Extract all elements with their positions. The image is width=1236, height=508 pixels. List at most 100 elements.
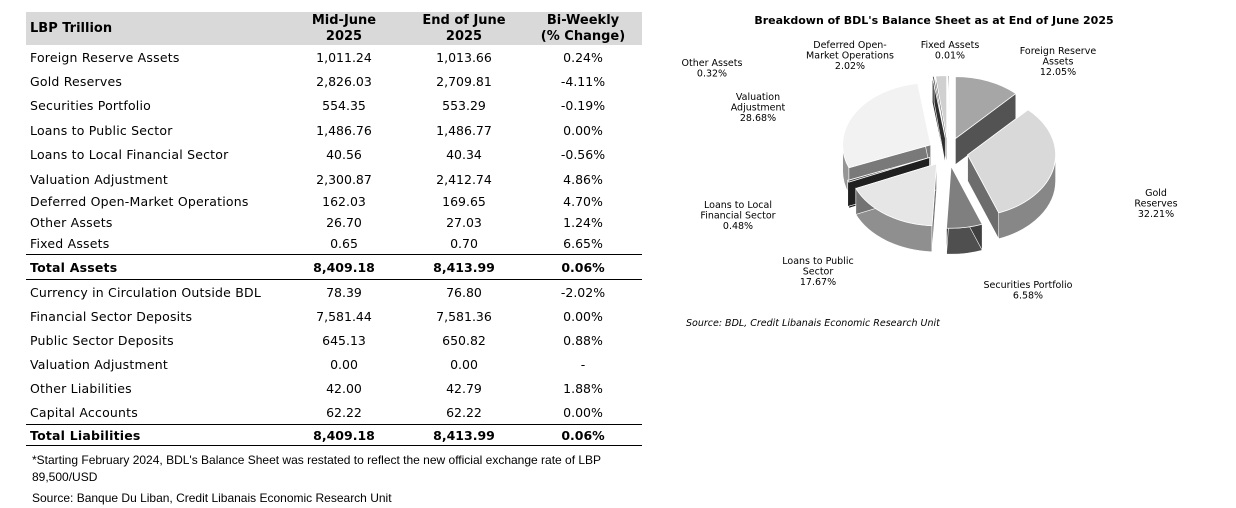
row-end: 0.70 xyxy=(450,236,478,252)
row-end: 76.80 xyxy=(446,284,482,300)
row-mid: 7,581.44 xyxy=(316,308,372,324)
balance-sheet-table-container: LBP Trillion Mid-June 2025 End of June 202… xyxy=(26,12,642,447)
row-end: 7,581.36 xyxy=(436,308,492,324)
header-mid-june: Mid-June 2025 xyxy=(284,12,404,45)
pie-slice-1 xyxy=(967,109,1056,240)
row-label: Other Liabilities xyxy=(30,380,132,396)
pie-slice-3 xyxy=(855,163,938,253)
row-change: 0.06% xyxy=(524,424,642,447)
pie-slice-top xyxy=(931,75,946,138)
pie-slice-name-label: Other Assets xyxy=(682,58,743,69)
row-end: 1,013.66 xyxy=(436,49,492,65)
row-label: Financial Sector Deposits xyxy=(30,308,193,324)
row-change: 0.00% xyxy=(563,404,603,420)
pie-slice-name-label: Fixed Assets xyxy=(921,40,980,51)
row-change: 0.06% xyxy=(524,254,642,281)
header-biweekly-change: Bi-Weekly (% Change) xyxy=(524,12,642,45)
row-mid: 2,300.87 xyxy=(316,171,372,187)
row-label: Total Assets xyxy=(26,254,284,281)
table-row: Gold Reserves 2,826.03 2,709.81 -4.11% xyxy=(26,69,642,93)
row-change: 0.00% xyxy=(563,122,603,138)
pie-slice-name-label: Foreign Reserve xyxy=(1020,46,1097,57)
row-mid: 0.65 xyxy=(330,236,358,252)
header-label: LBP Trillion xyxy=(26,12,284,45)
row-label: Gold Reserves xyxy=(30,74,123,90)
pie-slice-top xyxy=(954,76,1017,140)
row-end: 40.34 xyxy=(446,147,482,163)
row-end: 1,486.77 xyxy=(436,122,492,138)
pie-slice-name-label: Financial Sector xyxy=(700,211,775,222)
row-end: 2,709.81 xyxy=(436,74,492,90)
row-end: 62.22 xyxy=(446,404,482,420)
row-mid: 8,409.18 xyxy=(284,254,404,281)
table-row: Valuation Adjustment 0.00 0.00 - xyxy=(26,352,642,376)
row-label: Valuation Adjustment xyxy=(30,356,168,372)
chart-title: Breakdown of BDL's Balance Sheet as at E… xyxy=(754,14,1114,27)
pie-slice-percent-label: 2.02% xyxy=(835,61,865,72)
row-label: Fixed Assets xyxy=(30,236,110,252)
row-change: 6.65% xyxy=(563,236,603,252)
row-label: Other Assets xyxy=(30,215,113,231)
row-label: Currency in Circulation Outside BDL xyxy=(30,284,261,300)
row-change: 1.24% xyxy=(563,215,603,231)
balance-sheet-table: LBP Trillion Mid-June 2025 End of June 202… xyxy=(26,12,642,447)
row-mid: 62.22 xyxy=(326,404,362,420)
pie-slice-name-label: Sector xyxy=(803,267,834,278)
pie-slice-percent-label: 28.68% xyxy=(740,113,776,124)
pie-slice-percent-label: 0.32% xyxy=(697,69,727,80)
pie-slice-top xyxy=(947,75,950,138)
pie-slice-name-label: Loans to Local xyxy=(704,200,772,211)
row-change: 1.88% xyxy=(563,380,603,396)
row-mid: 78.39 xyxy=(326,284,362,300)
row-change: -0.19% xyxy=(560,98,606,114)
row-end: 650.82 xyxy=(442,332,486,348)
pie-slice-name-label: Deferred Open- xyxy=(813,40,886,51)
pie-slice-top xyxy=(967,109,1056,214)
row-mid: 40.56 xyxy=(326,147,362,163)
row-end: 0.00 xyxy=(450,356,478,372)
table-row: Other Liabilities 42.00 42.79 1.88% xyxy=(26,376,642,400)
header-end-june: End of June 2025 xyxy=(404,12,524,45)
row-label: Loans to Public Sector xyxy=(30,122,173,138)
pie-slice-percent-label: 0.01% xyxy=(935,51,965,62)
row-mid: 162.03 xyxy=(322,194,366,210)
row-mid: 0.00 xyxy=(330,356,358,372)
row-mid: 42.00 xyxy=(326,380,362,396)
pie-slice-name-label: Adjustment xyxy=(731,103,786,114)
row-mid: 2,826.03 xyxy=(316,74,372,90)
pie-slice-percent-label: 6.58% xyxy=(1013,291,1043,302)
row-change: 0.00% xyxy=(563,308,603,324)
row-label: Loans to Local Financial Sector xyxy=(30,147,229,163)
row-label: Valuation Adjustment xyxy=(30,171,168,187)
row-end: 8,413.99 xyxy=(404,424,524,447)
pie-slice-percent-label: 32.21% xyxy=(1138,209,1174,220)
row-end: 8,413.99 xyxy=(404,254,524,281)
row-mid: 1,011.24 xyxy=(316,49,372,65)
table-row: Public Sector Deposits 645.13 650.82 0.8… xyxy=(26,328,642,352)
total-assets-row: Total Assets 8,409.18 8,413.99 0.06% xyxy=(26,254,642,281)
table-row: Capital Accounts 62.22 62.22 0.00% xyxy=(26,400,642,425)
row-label: Public Sector Deposits xyxy=(30,332,174,348)
row-change: -4.11% xyxy=(560,74,606,90)
table-row: Other Assets 26.70 27.03 1.24% xyxy=(26,212,642,233)
row-end: 42.79 xyxy=(446,380,482,396)
pie-slice-top xyxy=(842,83,932,169)
table-row: Loans to Public Sector 1,486.76 1,486.77… xyxy=(26,118,642,142)
table-row: Foreign Reserve Assets 1,011.24 1,013.66… xyxy=(26,45,642,69)
row-change: 0.88% xyxy=(563,332,603,348)
pie-slice-name-label: Reserves xyxy=(1134,199,1177,210)
row-end: 2,412.74 xyxy=(436,171,492,187)
pie-slice-8 xyxy=(947,75,950,164)
total-liabilities-row: Total Liabilities 8,409.18 8,413.99 0.06… xyxy=(26,424,642,447)
row-end: 27.03 xyxy=(446,215,482,231)
table-row: Securities Portfolio 554.35 553.29 -0.19… xyxy=(26,94,642,118)
pie-slice-6 xyxy=(931,75,946,164)
pie-slice-name-label: Valuation xyxy=(736,92,780,103)
pie-slice-name-label: Market Operations xyxy=(806,51,894,62)
row-change: -0.56% xyxy=(560,147,606,163)
table-header-row: LBP Trillion Mid-June 2025 End of June 202… xyxy=(26,12,642,45)
row-change: -2.02% xyxy=(560,284,606,300)
row-label: Securities Portfolio xyxy=(30,98,152,114)
pie-slice-name-label: Gold xyxy=(1145,188,1167,199)
